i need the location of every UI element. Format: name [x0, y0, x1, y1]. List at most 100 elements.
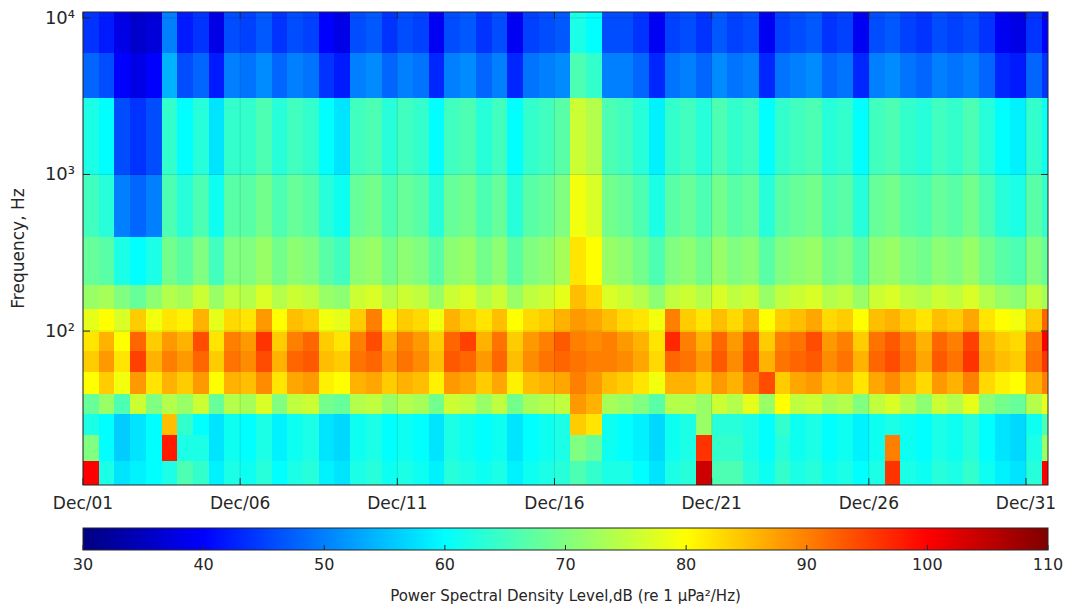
heatmap-cell: [837, 351, 853, 373]
heatmap-cell: [712, 460, 728, 485]
heatmap-cell: [429, 237, 445, 285]
heatmap-cell: [492, 460, 508, 485]
heatmap-cell: [665, 393, 681, 413]
heatmap-cell: [193, 460, 209, 485]
heatmap-cell: [130, 237, 146, 285]
heatmap-cell: [413, 98, 429, 176]
heatmap-cell: [413, 284, 429, 309]
x-tick: [554, 12, 555, 19]
heatmap-cell: [853, 331, 869, 351]
heatmap-cell: [649, 434, 665, 461]
x-tick: [397, 478, 398, 485]
heatmap-cell: [444, 284, 460, 309]
heatmap-cell: [287, 53, 303, 99]
heatmap-cell: [775, 434, 791, 461]
heatmap-cell: [272, 53, 288, 99]
heatmap-cell: [287, 460, 303, 485]
heatmap-cell: [177, 393, 193, 413]
heatmap-cell: [947, 308, 963, 331]
heatmap-cell: [759, 308, 775, 331]
grid-line: [397, 12, 398, 485]
heatmap-cell: [806, 460, 822, 485]
heatmap-cell: [444, 331, 460, 351]
heatmap-cell: [350, 237, 366, 285]
heatmap-cell: [963, 351, 979, 373]
heatmap-cell: [554, 98, 570, 176]
grid-line: [240, 12, 241, 485]
heatmap-cell: [1042, 98, 1048, 176]
heatmap-cell: [916, 351, 932, 373]
heatmap-cell: [114, 174, 130, 237]
heatmap-cell: [397, 460, 413, 485]
y-tick: [1041, 17, 1048, 18]
heatmap-cell: [586, 413, 602, 435]
heatmap-cell: [680, 372, 696, 394]
heatmap-cell: [539, 413, 555, 435]
heatmap-cell: [617, 331, 633, 351]
colorbar-tick-label: 40: [193, 555, 213, 574]
heatmap-cell: [617, 53, 633, 99]
heatmap-cell: [350, 351, 366, 373]
heatmap-cell: [130, 413, 146, 435]
heatmap-cell: [554, 434, 570, 461]
heatmap-cell: [397, 237, 413, 285]
heatmap-cell: [1010, 393, 1026, 413]
heatmap-cell: [444, 351, 460, 373]
heatmap-cell: [303, 331, 319, 351]
heatmap-cell: [303, 53, 319, 99]
heatmap-cell: [680, 284, 696, 309]
heatmap-cell: [460, 331, 476, 351]
heatmap-cell: [209, 413, 225, 435]
heatmap-cell: [554, 393, 570, 413]
heatmap-cell: [382, 413, 398, 435]
heatmap-cell: [83, 237, 99, 285]
heatmap-cell: [743, 237, 759, 285]
heatmap-cell: [743, 413, 759, 435]
heatmap-cell: [696, 393, 712, 413]
heatmap-cell: [256, 174, 272, 237]
heatmap-cell: [649, 174, 665, 237]
x-tick-label: Dec/26: [839, 493, 899, 513]
heatmap-cell: [350, 331, 366, 351]
heatmap-cell: [460, 460, 476, 485]
heatmap-cell: [570, 53, 586, 99]
heatmap-cell: [586, 372, 602, 394]
heatmap-cell: [1026, 460, 1042, 485]
heatmap-cell: [1042, 237, 1048, 285]
heatmap-cell: [570, 413, 586, 435]
heatmap-cell: [554, 53, 570, 99]
heatmap-cell: [979, 434, 995, 461]
heatmap-cell: [649, 393, 665, 413]
heatmap-cell: [114, 53, 130, 99]
heatmap-cell: [366, 460, 382, 485]
heatmap-cell: [476, 308, 492, 331]
heatmap-cell: [633, 393, 649, 413]
heatmap-cell: [712, 237, 728, 285]
heatmap-cell: [224, 434, 240, 461]
heatmap-cell: [837, 393, 853, 413]
heatmap-cell: [806, 53, 822, 99]
heatmap-cell: [853, 284, 869, 309]
heatmap-cell: [334, 434, 350, 461]
heatmap-cell: [350, 174, 366, 237]
heatmap-cell: [900, 308, 916, 331]
heatmap-cell: [586, 393, 602, 413]
heatmap-cell: [382, 237, 398, 285]
heatmap-cell: [775, 460, 791, 485]
heatmap-cell: [649, 98, 665, 176]
heatmap-cell: [382, 53, 398, 99]
heatmap-cell: [995, 331, 1011, 351]
heatmap-cell: [1010, 331, 1026, 351]
heatmap-cell: [162, 331, 178, 351]
heatmap-cell: [665, 98, 681, 176]
heatmap-cell: [83, 284, 99, 309]
y-axis-title: Frequency, Hz: [8, 188, 28, 308]
heatmap-cell: [193, 413, 209, 435]
x-tick: [240, 478, 241, 485]
heatmap-cell: [366, 331, 382, 351]
heatmap-cell: [130, 308, 146, 331]
heatmap-cell: [209, 308, 225, 331]
heatmap-cell: [319, 53, 335, 99]
heatmap-cell: [240, 308, 256, 331]
x-tick: [868, 12, 869, 19]
